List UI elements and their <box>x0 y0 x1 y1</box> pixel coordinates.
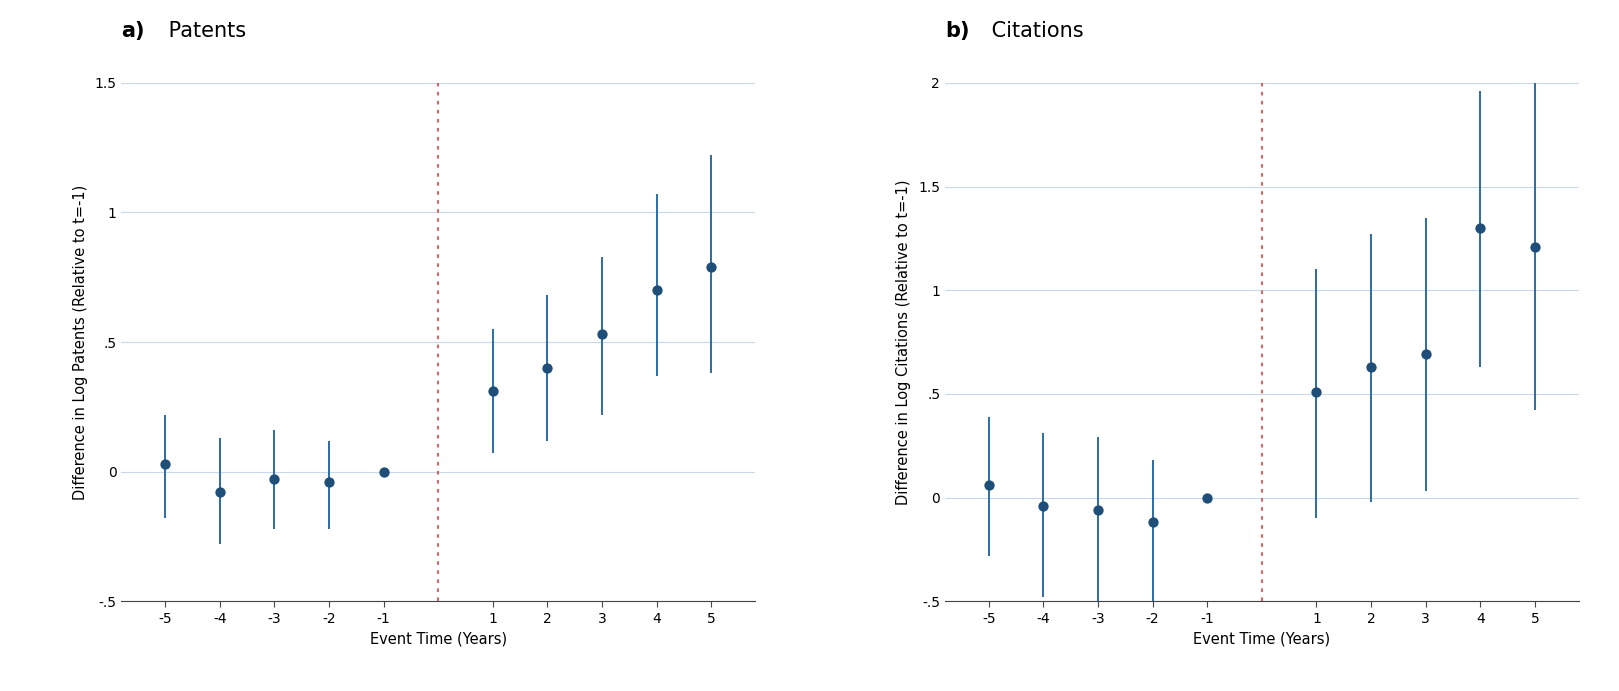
X-axis label: Event Time (Years): Event Time (Years) <box>1193 631 1331 646</box>
Text: Patents: Patents <box>162 21 246 41</box>
Point <box>1413 349 1439 360</box>
Point <box>1358 361 1384 372</box>
Point <box>1522 241 1548 252</box>
Point <box>534 362 560 373</box>
Point <box>207 486 233 498</box>
X-axis label: Event Time (Years): Event Time (Years) <box>369 631 507 646</box>
Point <box>1085 504 1111 515</box>
Point <box>698 261 724 272</box>
Point <box>1303 386 1329 397</box>
Point <box>1030 500 1056 511</box>
Point <box>1140 517 1166 528</box>
Point <box>589 329 615 340</box>
Point <box>479 386 505 397</box>
Text: a): a) <box>121 21 146 41</box>
Point <box>371 466 397 477</box>
Text: Citations: Citations <box>986 21 1085 41</box>
Y-axis label: Difference in Log Citations (Relative to t=-1): Difference in Log Citations (Relative to… <box>897 179 911 505</box>
Point <box>976 480 1002 491</box>
Point <box>316 477 342 488</box>
Point <box>644 285 670 296</box>
Point <box>1195 492 1221 503</box>
Text: b): b) <box>945 21 970 41</box>
Y-axis label: Difference in Log Patents (Relative to t=-1): Difference in Log Patents (Relative to t… <box>73 184 87 500</box>
Point <box>1467 223 1493 234</box>
Point <box>261 474 287 485</box>
Point <box>152 458 178 469</box>
